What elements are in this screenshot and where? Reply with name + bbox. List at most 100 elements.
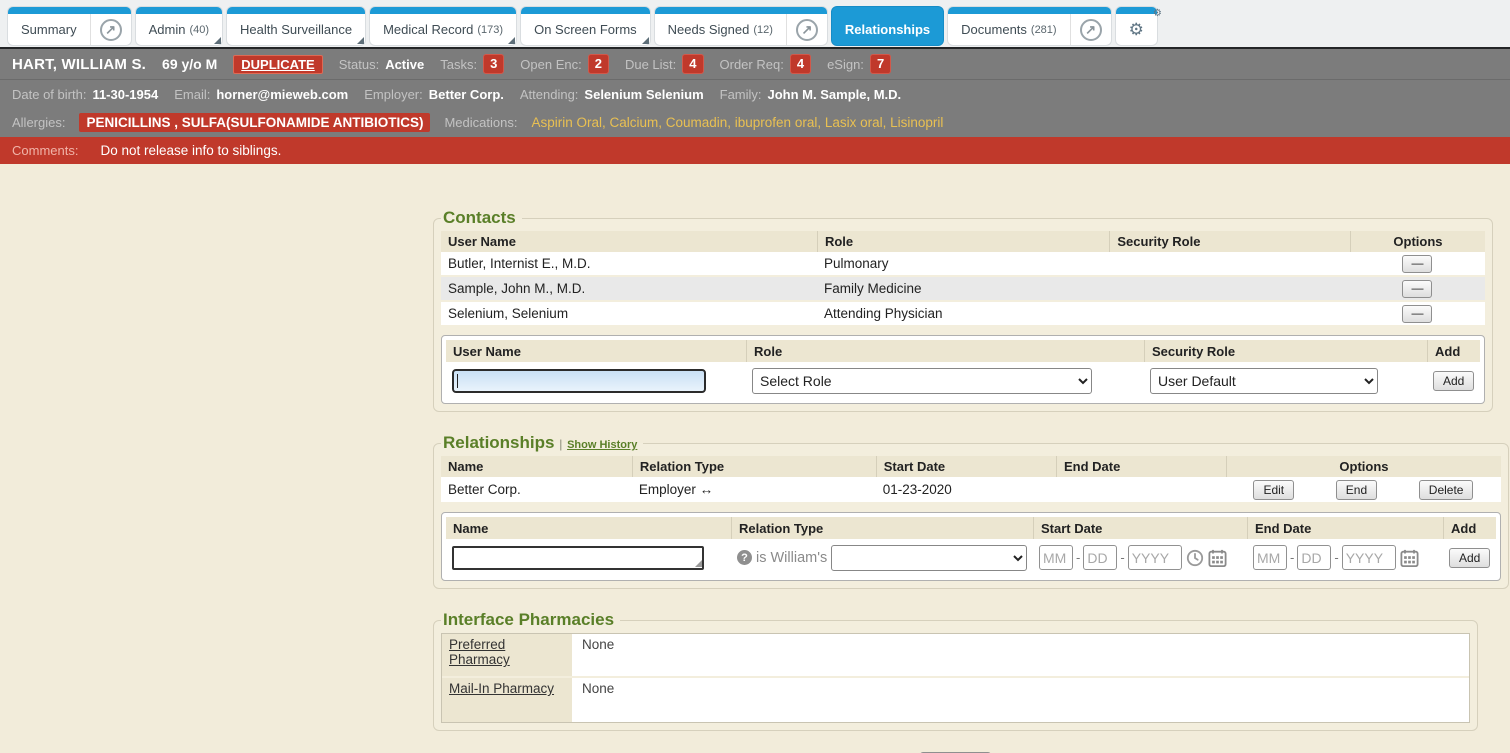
tab-health-surveillance[interactable]: Health Surveillance bbox=[227, 7, 366, 45]
relationship-row: Better Corp. Employer ↔ 01-23-2020 Edit … bbox=[441, 477, 1502, 504]
popout-icon: ↗ bbox=[99, 18, 122, 41]
employer-value: Better Corp. bbox=[428, 86, 504, 102]
family-value: John M. Sample, M.D. bbox=[767, 86, 902, 102]
add-contact-header: User Name Role Security Role Add bbox=[446, 340, 1481, 362]
contact-role-select[interactable]: Select Role bbox=[752, 367, 1092, 394]
col-user-name: User Name bbox=[448, 234, 516, 249]
remove-contact-button[interactable]: — bbox=[1402, 279, 1433, 298]
esign-count-badge[interactable]: 7 bbox=[869, 54, 892, 74]
family-label: Family: bbox=[719, 86, 762, 102]
tab-documents[interactable]: Documents (281) ↗ bbox=[948, 7, 1111, 45]
employer-label: Employer: bbox=[364, 86, 423, 102]
add-relationship-button[interactable]: Add bbox=[1449, 547, 1491, 568]
relationship-name-input[interactable] bbox=[452, 545, 704, 570]
summary-popout-button[interactable]: ↗ bbox=[89, 14, 131, 45]
patient-age-sex: 69 y/o M bbox=[162, 56, 218, 72]
tab-relationships[interactable]: Relationships bbox=[831, 7, 944, 45]
end-relationship-button[interactable]: End bbox=[1335, 479, 1378, 500]
mail-in-pharmacy-link[interactable]: Mail-In Pharmacy bbox=[449, 681, 555, 696]
end-day-input[interactable] bbox=[1297, 545, 1332, 570]
bidirectional-arrow-icon: ↔ bbox=[699, 482, 714, 497]
tab-medical-record-count: (173) bbox=[477, 23, 504, 36]
add-col-role: Role bbox=[746, 340, 1144, 362]
tab-medical-record[interactable]: Medical Record (173) bbox=[370, 7, 517, 45]
dropdown-indicator-icon bbox=[214, 37, 222, 44]
tab-medical-record-label: Medical Record bbox=[383, 22, 474, 37]
dropdown-indicator-icon bbox=[641, 37, 649, 44]
tab-relationships-label: Relationships bbox=[844, 22, 931, 37]
dob-label: Date of birth: bbox=[12, 86, 87, 102]
contact-row: Sample, John M., M.D. Family Medicine — bbox=[441, 277, 1486, 302]
remove-contact-button[interactable]: — bbox=[1402, 304, 1433, 323]
documents-popout-button[interactable]: ↗ bbox=[1069, 14, 1111, 45]
main-content: Contacts User Name Role Security Role Op… bbox=[0, 164, 1510, 753]
add-col-add: Add bbox=[1427, 340, 1480, 362]
contact-security-role-select[interactable]: User Default bbox=[1150, 367, 1378, 394]
tab-documents-count: (281) bbox=[1030, 23, 1057, 36]
patient-header-bar: HART, WILLIAM S. 69 y/o M DUPLICATE Stat… bbox=[0, 47, 1510, 80]
attending-label: Attending: bbox=[519, 86, 579, 102]
relationship-name: Better Corp. bbox=[448, 482, 521, 497]
tasks-count-badge[interactable]: 3 bbox=[483, 54, 505, 74]
add-relationship-header: Name Relation Type Start Date End Date A… bbox=[446, 517, 1497, 539]
start-month-input[interactable] bbox=[1039, 545, 1073, 570]
tab-bar: Summary ↗ Admin (40) Health Surveillance… bbox=[0, 0, 1510, 47]
order-req-label: Order Req: bbox=[719, 56, 784, 72]
duplicate-flag[interactable]: DUPLICATE bbox=[233, 54, 323, 74]
clock-icon[interactable] bbox=[1186, 549, 1204, 567]
pharmacies-table: Preferred Pharmacy None Mail-In Pharmacy… bbox=[441, 633, 1470, 723]
relationships-title: Relationships bbox=[443, 433, 555, 452]
show-history-link[interactable]: Show History bbox=[567, 439, 638, 451]
relation-type-select[interactable] bbox=[831, 544, 1027, 571]
delete-relationship-button[interactable]: Delete bbox=[1418, 479, 1474, 500]
help-icon[interactable]: ? bbox=[737, 550, 752, 565]
col-role: Role bbox=[816, 231, 1109, 252]
add-col-name: Name bbox=[453, 520, 489, 536]
interface-pharmacies-title: Interface Pharmacies bbox=[443, 610, 615, 629]
gear-icon: ⚙ bbox=[1128, 20, 1144, 39]
due-list-count-badge[interactable]: 4 bbox=[682, 54, 704, 74]
start-year-input[interactable] bbox=[1127, 545, 1182, 570]
dropdown-indicator-icon bbox=[508, 37, 516, 44]
start-day-input[interactable] bbox=[1083, 545, 1118, 570]
medications-list[interactable]: Aspirin Oral, Calcium, Coumadin, ibuprof… bbox=[531, 115, 944, 130]
add-contact-button[interactable]: Add bbox=[1433, 370, 1475, 391]
calendar-icon[interactable] bbox=[1400, 549, 1419, 567]
resize-grip-icon bbox=[695, 559, 702, 567]
contact-user-name-input[interactable] bbox=[452, 368, 706, 393]
remove-contact-button[interactable]: — bbox=[1402, 254, 1433, 273]
edit-relationship-button[interactable]: Edit bbox=[1253, 479, 1295, 500]
contact-name: Butler, Internist E., M.D. bbox=[448, 256, 591, 271]
patient-name: HART, WILLIAM S. bbox=[12, 55, 147, 73]
popout-icon: ↗ bbox=[1079, 18, 1102, 41]
relationships-section: Relationships | Show History Name Relati… bbox=[433, 433, 1510, 589]
add-col-relation-type: Relation Type bbox=[731, 517, 1033, 539]
status-value: Active bbox=[385, 56, 425, 72]
tab-summary[interactable]: Summary ↗ bbox=[8, 7, 131, 45]
add-col-add: Add bbox=[1443, 517, 1496, 539]
dob-value: 11-30-1954 bbox=[92, 86, 159, 102]
needs-signed-popout-button[interactable]: ↗ bbox=[785, 14, 827, 45]
contact-role: Pulmonary bbox=[823, 256, 889, 271]
relationships-table-header: Name Relation Type Start Date End Date O… bbox=[441, 456, 1502, 477]
order-req-count-badge[interactable]: 4 bbox=[789, 54, 812, 74]
contact-name: Selenium, Selenium bbox=[448, 306, 569, 321]
open-enc-count-badge[interactable]: 2 bbox=[587, 54, 609, 74]
end-year-input[interactable] bbox=[1341, 545, 1396, 570]
possessive-hint: is William's bbox=[756, 549, 828, 566]
preferred-pharmacy-value: None bbox=[572, 634, 1469, 676]
tab-on-screen-forms-label: On Screen Forms bbox=[534, 22, 637, 37]
attending-value: Selenium Selenium bbox=[584, 86, 704, 102]
contact-role: Family Medicine bbox=[823, 281, 922, 296]
allergies-value[interactable]: PENICILLINS , SULFA(SULFONAMIDE ANTIBIOT… bbox=[79, 113, 431, 132]
tab-needs-signed[interactable]: Needs Signed (12) ↗ bbox=[654, 7, 827, 45]
calendar-icon[interactable] bbox=[1208, 549, 1227, 567]
tab-admin[interactable]: Admin (40) bbox=[135, 7, 223, 45]
add-contact-form: User Name Role Security Role Add Select … bbox=[441, 335, 1486, 404]
end-month-input[interactable] bbox=[1253, 545, 1287, 570]
add-col-end-date: End Date bbox=[1247, 517, 1443, 539]
tab-settings[interactable]: ⚙ ⚙ bbox=[1115, 7, 1162, 45]
preferred-pharmacy-link[interactable]: Preferred Pharmacy bbox=[449, 637, 510, 667]
allergies-medications-bar: Allergies: PENICILLINS , SULFA(SULFONAMI… bbox=[0, 108, 1510, 137]
tab-on-screen-forms[interactable]: On Screen Forms bbox=[521, 7, 650, 45]
